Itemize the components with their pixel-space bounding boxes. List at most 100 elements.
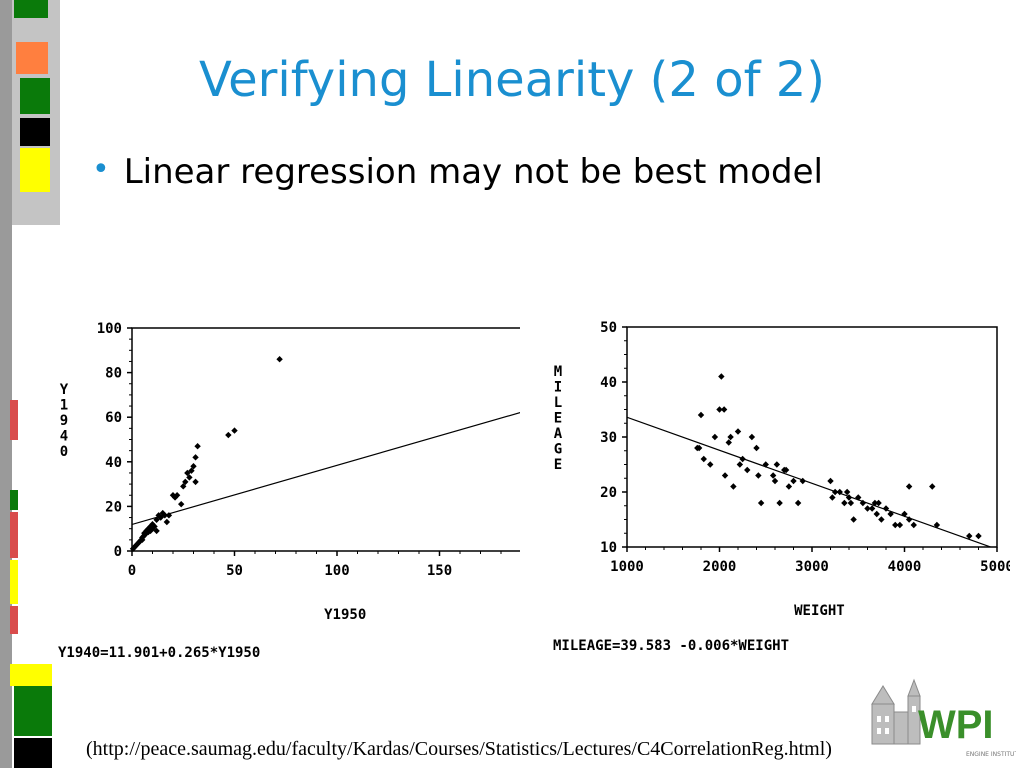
- bullet-item: • Linear regression may not be best model: [92, 152, 823, 192]
- wpi-logo: WPI ENGINE INSTITUTE: [866, 672, 1022, 762]
- data-point: [799, 477, 806, 485]
- y-axis-label-char: A: [554, 426, 563, 442]
- y-tick-label: 30: [600, 430, 617, 446]
- data-point: [841, 499, 848, 507]
- source-url: (http://peace.saumag.edu/faculty/Kardas/…: [86, 738, 832, 760]
- plot-area: [627, 416, 993, 547]
- data-point: [180, 483, 187, 490]
- data-point: [194, 442, 201, 450]
- data-point: [276, 356, 283, 363]
- data-point: [711, 433, 719, 441]
- data-point: [887, 510, 894, 518]
- data-point: [905, 516, 913, 523]
- x-tick-label: 5000: [980, 559, 1010, 575]
- strip-block: [20, 118, 50, 146]
- data-point: [850, 516, 857, 523]
- data-point: [739, 455, 746, 463]
- strip-block: [14, 686, 52, 736]
- x-axis-label: Y1950: [324, 607, 366, 623]
- data-point: [169, 492, 177, 499]
- data-point: [929, 483, 936, 490]
- strip-block: [10, 606, 18, 634]
- wpi-logo-graphic: WPI ENGINE INSTITUTE: [871, 678, 1022, 758]
- y-axis-label-char: G: [554, 442, 562, 458]
- y-tick-label: 60: [105, 410, 122, 426]
- y-axis-label-char: 4: [60, 429, 68, 445]
- data-point: [151, 523, 158, 530]
- data-point: [831, 488, 839, 496]
- y-axis-label-char: M: [554, 364, 562, 380]
- y-axis-label-char: E: [554, 457, 562, 473]
- data-point: [896, 521, 904, 529]
- data-point: [785, 483, 793, 490]
- data-point: [182, 478, 189, 486]
- data-point: [836, 488, 843, 496]
- data-point: [769, 472, 777, 479]
- strip-blocks: [0, 0, 52, 768]
- data-point: [859, 499, 867, 507]
- data-point: [905, 483, 913, 490]
- strip-block: [20, 148, 50, 192]
- plot-frame: [131, 327, 520, 552]
- strip-block: [14, 738, 52, 768]
- y-tick-label: 20: [105, 499, 122, 515]
- data-point: [163, 518, 171, 526]
- slide-title: Verifying Linearity (2 of 2): [199, 52, 825, 108]
- data-point: [762, 461, 769, 468]
- regression-line: [627, 416, 993, 547]
- wpi-logo-wordmark: WPI: [918, 703, 994, 747]
- data-point: [721, 472, 729, 479]
- y-axis-label-char: Y: [60, 382, 69, 398]
- y-axis-label-char: I: [554, 380, 562, 396]
- data-point: [843, 488, 851, 496]
- data-point: [771, 477, 779, 485]
- data-point: [720, 406, 728, 413]
- x-tick-label: 150: [427, 563, 452, 579]
- data-point: [901, 510, 908, 518]
- data-point: [855, 494, 862, 501]
- y-tick-label: 100: [97, 321, 122, 337]
- data-point: [225, 431, 232, 439]
- data-point: [966, 532, 973, 540]
- data-point: [192, 454, 199, 461]
- data-point: [868, 505, 876, 512]
- data-point: [873, 510, 880, 518]
- bullet-text: Linear regression may not be best model: [123, 152, 823, 192]
- y-tick-label: 20: [600, 485, 617, 501]
- x-tick-label: 3000: [795, 559, 829, 575]
- data-point: [773, 461, 781, 468]
- regression-equation-right: MILEAGE=39.583 -0.006*WEIGHT: [553, 638, 790, 654]
- y-tick-label: 40: [600, 375, 617, 391]
- data-point: [697, 411, 705, 419]
- data-point: [790, 477, 797, 485]
- y-tick-label: 40: [105, 455, 122, 471]
- data-point: [700, 455, 707, 463]
- data-point: [716, 406, 723, 413]
- regression-equation-left: Y1940=11.901+0.265*Y1950: [58, 645, 261, 661]
- data-point: [847, 499, 855, 507]
- strip-block: [10, 664, 52, 686]
- data-point: [727, 433, 734, 441]
- data-point: [718, 373, 725, 380]
- data-point: [845, 494, 853, 501]
- y-axis-label-char: E: [554, 411, 562, 427]
- strip-block: [10, 400, 18, 440]
- scatter-chart-y1940-vs-y1950: 020406080100050100150200Y1950Y1940: [60, 321, 520, 623]
- data-point: [730, 483, 737, 490]
- data-point: [725, 439, 732, 446]
- bullet-dot-icon: •: [92, 152, 110, 187]
- data-point: [871, 499, 879, 507]
- data-point: [173, 492, 181, 499]
- x-tick-label: 2000: [703, 559, 737, 575]
- y-tick-label: 10: [600, 540, 617, 556]
- x-tick-label: 0: [128, 563, 136, 579]
- data-point: [734, 428, 742, 435]
- y-tick-label: 80: [105, 366, 122, 382]
- data-point: [190, 463, 197, 470]
- data-point: [192, 478, 199, 486]
- data-point: [875, 499, 882, 507]
- y-tick-label: 50: [600, 320, 617, 336]
- data-point: [975, 532, 982, 540]
